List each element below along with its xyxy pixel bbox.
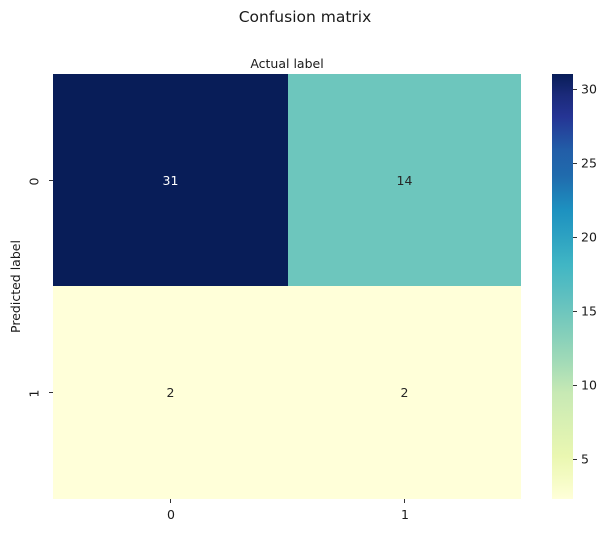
colorbar-tick-mark <box>573 459 577 460</box>
x-tick-label-1: 1 <box>401 507 409 522</box>
colorbar-tick-label: 5 <box>581 451 589 467</box>
y-tick-mark-1 <box>49 392 53 393</box>
cell-value: 14 <box>396 172 413 188</box>
colorbar-tick-mark <box>573 385 577 386</box>
x-tick-label-0: 0 <box>167 507 175 522</box>
y-axis-label-container: Predicted label <box>0 236 30 336</box>
y-axis-label: Predicted label <box>7 239 23 333</box>
y-tick-label-0: 0 <box>26 177 42 186</box>
x-axis-label: Actual label <box>250 56 324 71</box>
cell-value: 2 <box>400 385 409 400</box>
colorbar-tick-label: 15 <box>581 303 597 319</box>
colorbar-tick-mark <box>573 311 577 312</box>
heatmap-cell-0-0: 31 <box>53 74 288 286</box>
colorbar-tick-mark <box>573 163 577 164</box>
chart-title: Confusion matrix <box>238 8 372 26</box>
cell-value: 31 <box>162 172 179 188</box>
colorbar-tick-mark <box>573 89 577 90</box>
heatmap-cell-1-1: 2 <box>288 286 521 499</box>
x-tick-mark-0 <box>170 499 171 503</box>
heatmap-cell-0-1: 14 <box>288 74 521 286</box>
colorbar-tick-label: 25 <box>581 155 597 171</box>
colorbar-tick-label: 20 <box>581 229 597 245</box>
y-tick-mark-0 <box>49 180 53 181</box>
heatmap-cell-1-0: 2 <box>53 286 288 499</box>
colorbar <box>552 74 573 499</box>
colorbar-tick-label: 30 <box>581 81 597 97</box>
cell-value: 2 <box>166 385 175 400</box>
colorbar-tick-label: 10 <box>581 377 597 393</box>
heatmap: 31 14 2 2 <box>53 74 521 499</box>
x-tick-mark-1 <box>404 499 405 503</box>
y-tick-label-1: 1 <box>26 389 42 398</box>
colorbar-tick-mark <box>573 237 577 238</box>
